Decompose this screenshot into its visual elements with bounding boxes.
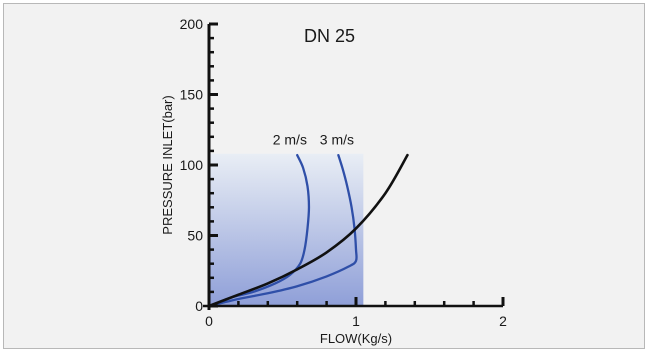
- series-label: 2 m/s: [273, 132, 307, 148]
- chart-frame: 0 50 100 150 200 0 1 2 DN 25 FLOW(Kg/s) PRESSUR…: [3, 3, 645, 349]
- x-tick-label: 2: [499, 313, 507, 329]
- series-line-3msms: [207, 153, 358, 308]
- y-tick-label: 0: [195, 298, 203, 314]
- series-line-2msms: [207, 153, 311, 308]
- y-tick-label: 50: [187, 228, 203, 244]
- shaded-operating-region: [209, 153, 364, 306]
- y-axis-title: PRESSURE INLET(bar): [160, 95, 175, 234]
- x-tick-label: 0: [205, 313, 213, 329]
- x-axis-title: FLOW(Kg/s): [320, 331, 392, 346]
- y-tick-label: 100: [180, 157, 204, 173]
- axis-ticks: 0 50 100 150 200 0 1 2: [180, 16, 507, 329]
- pressure-flow-chart: 0 50 100 150 200 0 1 2 DN 25 FLOW(Kg/s) PRESSUR…: [160, 16, 507, 346]
- chart-title: DN 25: [304, 26, 355, 46]
- curve-group: [207, 153, 409, 308]
- y-tick-label: 200: [180, 16, 204, 32]
- series-label: 3 m/s: [320, 132, 354, 148]
- x-tick-label: 1: [352, 313, 360, 329]
- y-tick-label: 150: [180, 87, 204, 103]
- series-line-black: [207, 153, 409, 308]
